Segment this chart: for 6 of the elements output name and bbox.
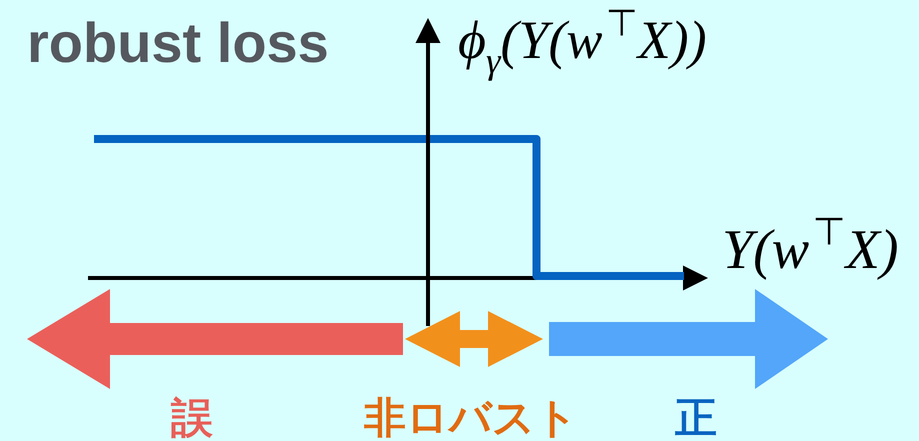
text: 正	[674, 393, 717, 441]
x-axis-title: Y(w$^{⊤}$X)	[722, 209, 899, 281]
chart-title: robust loss	[27, 11, 329, 74]
y-axis-title: ϕ$_{γ}$(Y(w$^{⊤}$X))	[458, 1, 707, 82]
text: 誤	[170, 393, 213, 441]
text: 非ロバスト	[363, 393, 578, 441]
